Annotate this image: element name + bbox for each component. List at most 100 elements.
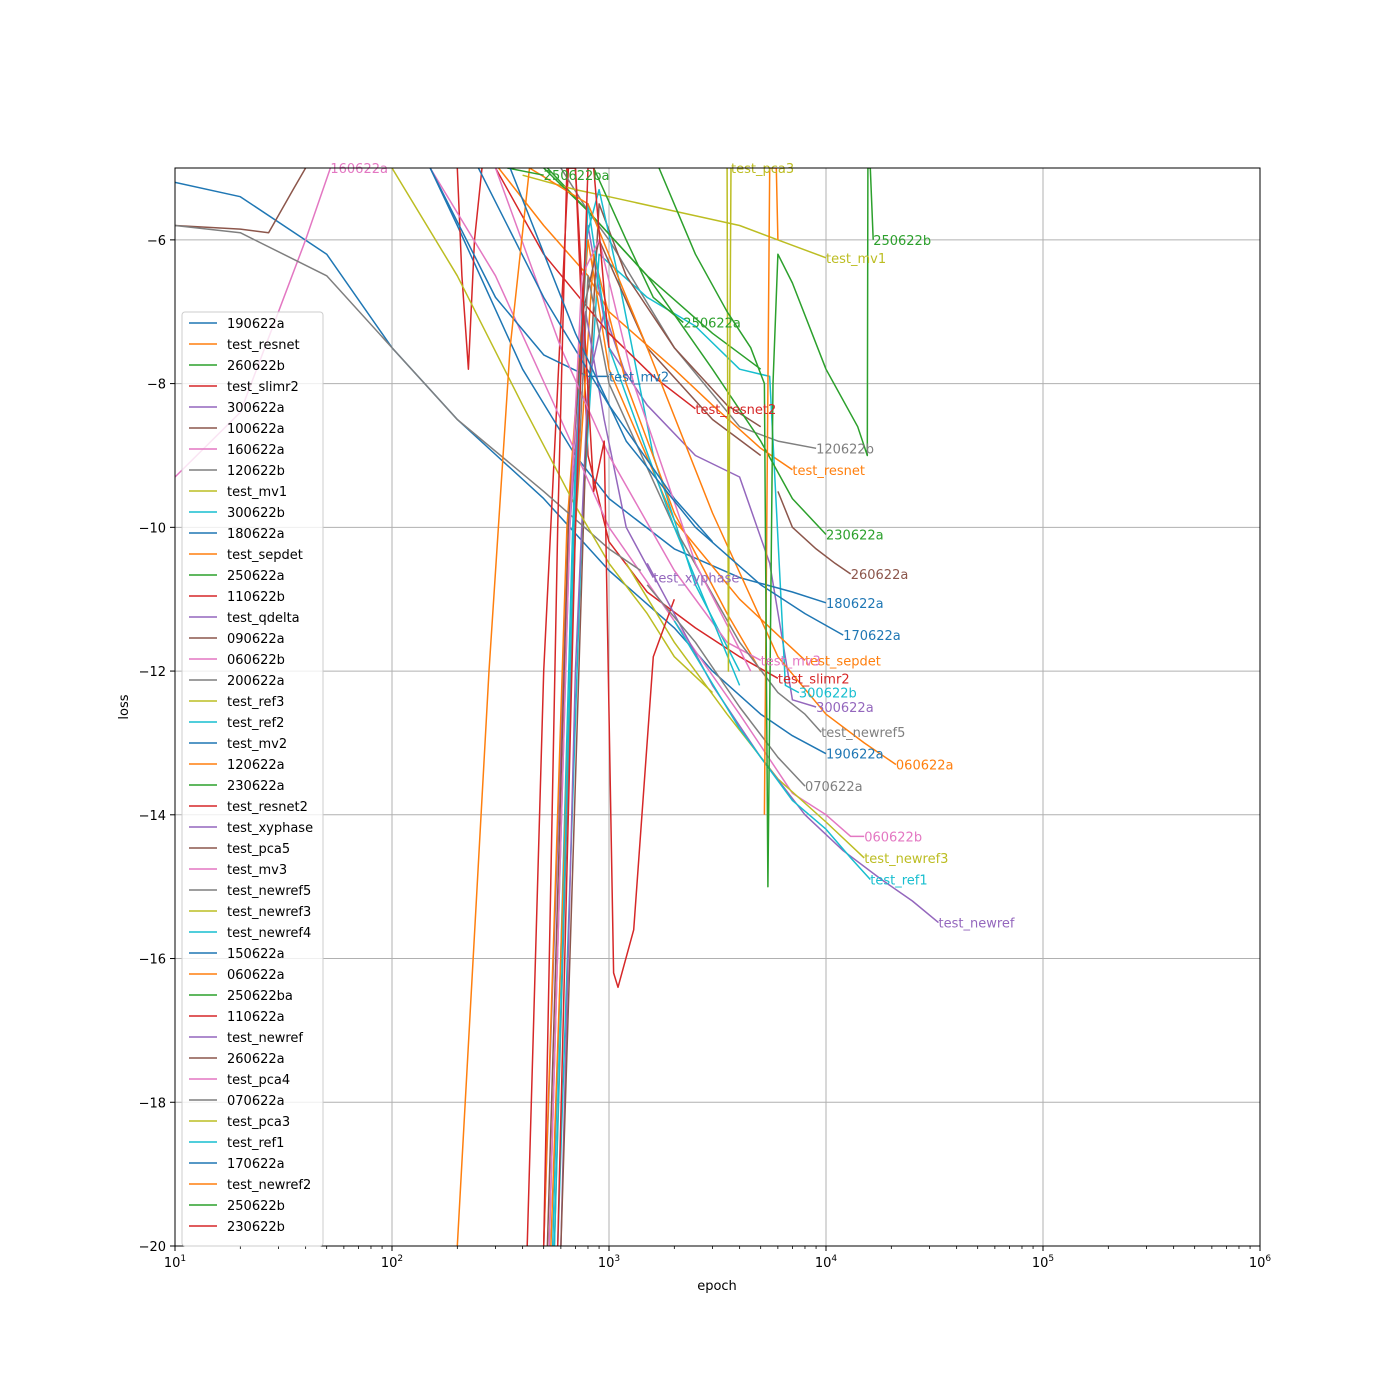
legend-entry: test_mv1 — [227, 485, 287, 500]
legend-entry: 230622a — [227, 779, 285, 794]
legend-entry: test_ref1 — [227, 1136, 284, 1151]
x-tick-label: 105 — [1032, 1254, 1054, 1271]
y-tick-label: −12 — [139, 665, 166, 680]
legend-entry: 250622ba — [227, 989, 293, 1004]
series-end-label: test_pca3 — [731, 162, 794, 177]
x-tick-label: 104 — [815, 1254, 838, 1271]
y-tick-label: −20 — [139, 1240, 166, 1255]
legend-entry: 070622a — [227, 1094, 285, 1109]
series-end-label: 250622a — [683, 317, 741, 332]
legend-entry: test_newref — [227, 1031, 303, 1046]
series-end-label: test_mv2 — [609, 370, 669, 385]
legend-entry: 300622a — [227, 401, 285, 416]
series-end-label: test_newref5 — [821, 726, 905, 741]
legend-entry: 160622a — [227, 443, 285, 458]
series-line-110622a — [542, 168, 676, 1246]
series-end-label: 250622ba — [544, 169, 610, 184]
legend-entry: 060622b — [227, 653, 285, 668]
series-line-230622b — [556, 168, 610, 1246]
legend-entry: test_newref4 — [227, 926, 311, 941]
legend-entry: test_ref2 — [227, 716, 284, 731]
series-line-110622b — [456, 168, 483, 370]
legend-entry: test_xyphase — [227, 821, 313, 836]
series-line-170622a — [509, 168, 844, 636]
legend-entry: 100622a — [227, 422, 285, 437]
x-tick-label: 106 — [1249, 1254, 1272, 1271]
y-tick-label: −18 — [139, 1096, 166, 1111]
y-axis-label: loss — [117, 694, 132, 719]
x-tick-label: 103 — [598, 1254, 620, 1271]
legend-entry: 110622b — [227, 590, 285, 605]
series-end-label: test_resnet — [792, 464, 865, 479]
plot-frame — [174, 167, 1261, 1247]
series-end-label: 300622b — [799, 687, 857, 702]
legend-entry: 120622b — [227, 464, 285, 479]
legend-entry: test_newref3 — [227, 905, 311, 920]
series-end-label: 160622a — [330, 162, 388, 177]
legend-entry: test_newref5 — [227, 884, 311, 899]
legend-entry: 090622a — [227, 632, 285, 647]
legend-entry: 120622a — [227, 758, 285, 773]
series-line-180622a — [429, 168, 827, 604]
legend-entry: test_qdelta — [227, 611, 300, 626]
series-layer — [175, 168, 939, 1246]
series-line-test_slimr2 — [526, 168, 779, 1246]
series-line-test_resnet2 — [494, 168, 696, 410]
series-line-300622b — [556, 253, 800, 1246]
legend-entry: 260622a — [227, 1052, 285, 1067]
series-line-test_resnet — [498, 168, 793, 471]
legend-entry: test_pca4 — [227, 1073, 290, 1088]
series-end-label: test_newref — [939, 917, 1015, 932]
series-end-label: 170622a — [843, 629, 901, 644]
legend-entry: 300622b — [227, 506, 285, 521]
series-line-200622a — [175, 224, 642, 572]
y-tick-label: −8 — [147, 378, 166, 393]
series-end-label: 060622b — [864, 830, 922, 845]
series-line-250622ba — [507, 168, 544, 176]
legend-entry: test_pca3 — [227, 1115, 290, 1130]
legend-entry: 150622a — [227, 947, 285, 962]
legend-entry: 170622a — [227, 1157, 285, 1172]
legend-entry: test_mv3 — [227, 863, 287, 878]
series-line-070622a — [646, 584, 806, 787]
series-line-250622b — [658, 168, 874, 888]
legend-entry: 250622b — [227, 1199, 285, 1214]
series-line-test_ref3 — [391, 168, 714, 694]
series-line-test_pca3 — [726, 168, 732, 672]
legend-entry: 200622a — [227, 674, 285, 689]
series-end-label: 260622a — [851, 568, 909, 583]
legend-entry: test_sepdet — [227, 548, 303, 563]
x-tick-label: 102 — [381, 1254, 403, 1271]
y-axis: −6 −8 −10 −12 −14 −16 −18 −20 — [139, 234, 175, 1255]
series-line-test_ref1 — [673, 620, 871, 881]
series-line-100622a — [175, 168, 307, 234]
legend-entry: test_pca5 — [227, 842, 290, 857]
legend-entry: 190622a — [227, 317, 285, 332]
series-end-label: test_mv3 — [761, 654, 821, 669]
legend-entry: test_resnet — [227, 338, 300, 353]
y-tick-label: −6 — [147, 234, 166, 249]
series-end-label: test_slimr2 — [778, 672, 850, 687]
legend-entry: test_newref2 — [227, 1178, 311, 1193]
series-line-test_sepdet — [542, 239, 806, 1246]
series-end-label: test_resnet2 — [695, 403, 776, 418]
legend-entry: test_resnet2 — [227, 800, 308, 815]
y-tick-label: −16 — [139, 953, 166, 968]
legend-entry: 110622a — [227, 1010, 285, 1025]
series-end-label: test_mv1 — [826, 252, 886, 267]
series-end-label: 300622a — [816, 701, 874, 716]
end-labels-layer: 190622a test_resnet test_slimr2 300622a 1606… — [330, 162, 1015, 932]
legend-entry: 230622b — [227, 1220, 285, 1235]
x-axis-label: epoch — [697, 1279, 737, 1294]
legend-entry: 260622b — [227, 359, 285, 374]
x-axis: 101 102 103 104 105 106 — [164, 1246, 1272, 1271]
series-line-060622b — [429, 168, 865, 838]
series-end-label: test_ref1 — [870, 873, 927, 888]
series-end-label: test_newref3 — [864, 852, 948, 867]
series-end-label: 070622a — [805, 780, 863, 795]
series-end-label: 230622a — [826, 529, 884, 544]
legend-entry: 180622a — [227, 527, 285, 542]
legend-entry: test_ref3 — [227, 695, 284, 710]
series-end-label: test_sepdet — [805, 654, 881, 669]
series-end-label: 190622a — [826, 748, 884, 763]
